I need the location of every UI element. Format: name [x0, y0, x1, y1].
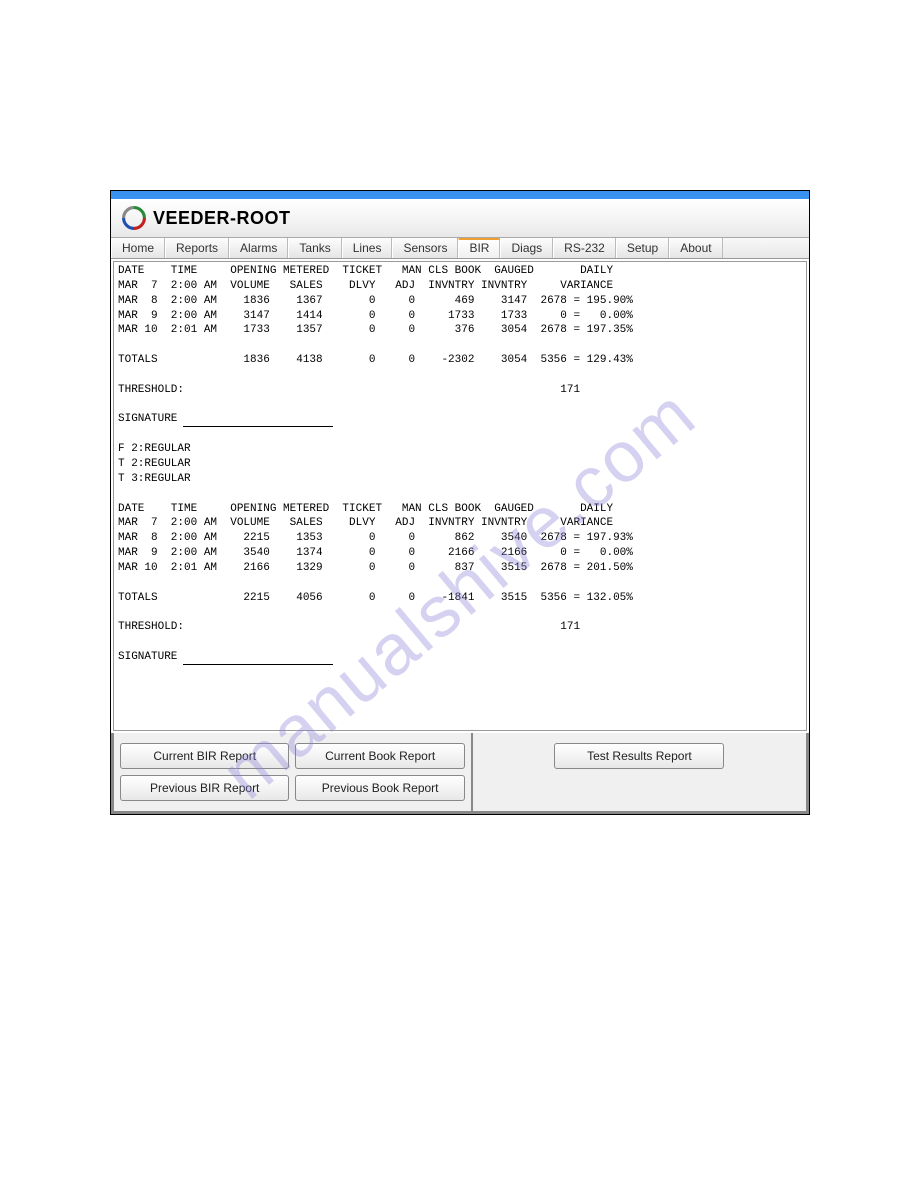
tab-setup[interactable]: Setup [616, 238, 669, 258]
report-header2: MAR 7 2:00 AM VOLUME SALES DLVY ADJ INVN… [118, 280, 613, 292]
tab-rs232[interactable]: RS-232 [553, 238, 616, 258]
content-frame: DATE TIME OPENING METERED TICKET MAN CLS… [111, 259, 809, 814]
table-row: MAR 9 2:00 AM 3540 1374 0 0 2166 2166 0 … [118, 547, 633, 559]
totals-row: TOTALS 2215 4056 0 0 -1841 3515 5356 = 1… [118, 592, 633, 604]
table-row: MAR 8 2:00 AM 2215 1353 0 0 862 3540 267… [118, 532, 633, 544]
table-row: MAR 10 2:01 AM 1733 1357 0 0 376 3054 26… [118, 324, 633, 336]
signature-line [183, 417, 333, 427]
button-group-left: Current BIR Report Current Book Report P… [114, 733, 473, 811]
tab-tanks[interactable]: Tanks [288, 238, 341, 258]
tab-alarms[interactable]: Alarms [229, 238, 288, 258]
report-header1: DATE TIME OPENING METERED TICKET MAN CLS… [118, 503, 613, 515]
veeder-root-logo-icon [121, 205, 147, 231]
tab-reports[interactable]: Reports [165, 238, 229, 258]
previous-bir-report-button[interactable]: Previous BIR Report [120, 775, 289, 801]
current-book-report-button[interactable]: Current Book Report [295, 743, 464, 769]
tab-row: Home Reports Alarms Tanks Lines Sensors … [111, 238, 809, 259]
current-bir-report-button[interactable]: Current BIR Report [120, 743, 289, 769]
test-results-report-button[interactable]: Test Results Report [554, 743, 724, 769]
button-panel: Current BIR Report Current Book Report P… [111, 733, 809, 814]
fuel-line: T 3:REGULAR [118, 473, 191, 485]
tab-bir[interactable]: BIR [458, 238, 500, 258]
report-scroll-area[interactable]: DATE TIME OPENING METERED TICKET MAN CLS… [113, 261, 807, 731]
button-group-right: Test Results Report [473, 733, 806, 811]
threshold-row: THRESHOLD: 171 [118, 621, 580, 633]
tab-about[interactable]: About [669, 238, 722, 258]
signature-label: SIGNATURE [118, 413, 177, 425]
tab-sensors[interactable]: Sensors [392, 238, 458, 258]
table-row: MAR 10 2:01 AM 2166 1329 0 0 837 3515 26… [118, 562, 633, 574]
report-text: DATE TIME OPENING METERED TICKET MAN CLS… [114, 262, 806, 682]
logo-bar: VEEDER-ROOT [111, 199, 809, 238]
signature-line [183, 655, 333, 665]
tab-lines[interactable]: Lines [342, 238, 393, 258]
threshold-row: THRESHOLD: 171 [118, 384, 580, 396]
table-row: MAR 9 2:00 AM 3147 1414 0 0 1733 1733 0 … [118, 310, 633, 322]
signature-label: SIGNATURE [118, 651, 177, 663]
brand-name: VEEDER-ROOT [153, 208, 291, 229]
app-window: VEEDER-ROOT Home Reports Alarms Tanks Li… [110, 190, 810, 815]
report-header1: DATE TIME OPENING METERED TICKET MAN CLS… [118, 265, 613, 277]
totals-row: TOTALS 1836 4138 0 0 -2302 3054 5356 = 1… [118, 354, 633, 366]
previous-book-report-button[interactable]: Previous Book Report [295, 775, 464, 801]
table-row: MAR 8 2:00 AM 1836 1367 0 0 469 3147 267… [118, 295, 633, 307]
fuel-line: F 2:REGULAR [118, 443, 191, 455]
title-bar [111, 191, 809, 199]
tab-diags[interactable]: Diags [500, 238, 553, 258]
report-header2: MAR 7 2:00 AM VOLUME SALES DLVY ADJ INVN… [118, 517, 613, 529]
tab-home[interactable]: Home [111, 238, 165, 258]
fuel-line: T 2:REGULAR [118, 458, 191, 470]
